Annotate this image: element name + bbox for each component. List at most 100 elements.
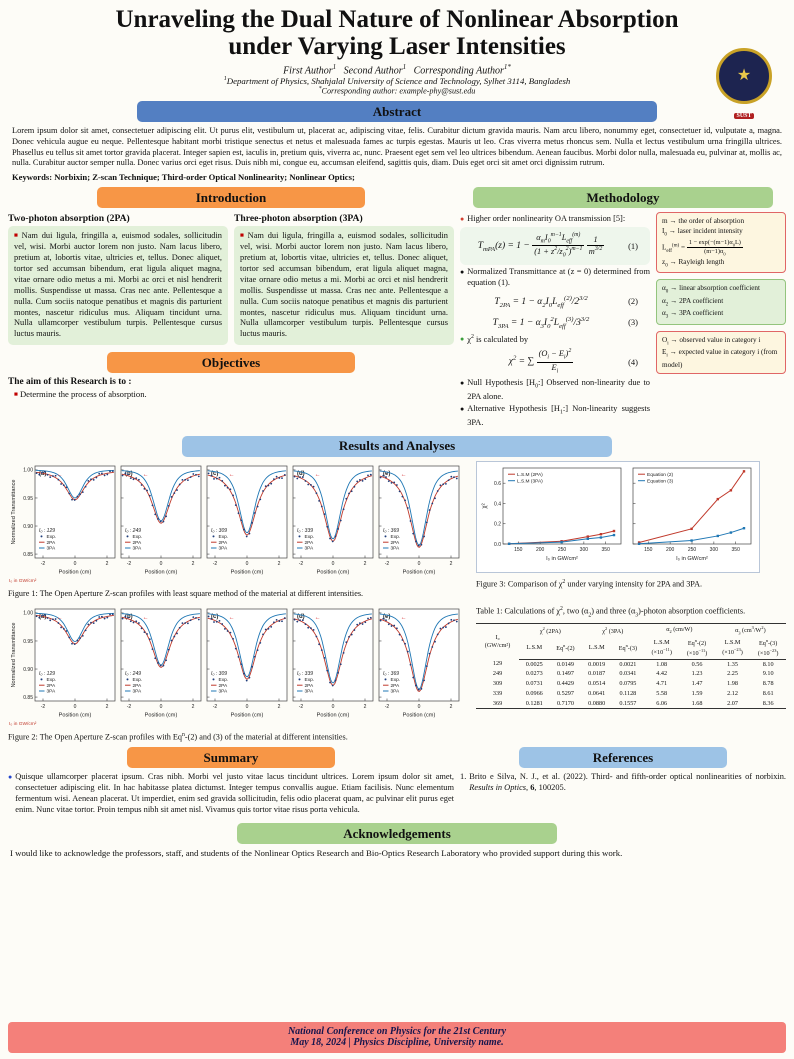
svg-text:←: ←	[57, 615, 63, 621]
svg-text:I₀ : 339: I₀ : 339	[297, 671, 313, 677]
svg-text:←: ←	[315, 615, 321, 621]
logo-seal: ★	[716, 48, 772, 104]
references-heading: References	[519, 747, 727, 769]
svg-text:Exp.: Exp.	[219, 534, 229, 540]
svg-text:2PA: 2PA	[133, 682, 143, 688]
svg-text:I₀ : 369: I₀ : 369	[383, 671, 399, 677]
svg-text:250: 250	[558, 547, 567, 553]
table1-block: Table 1: Calculations of χ2, two (α2) an…	[476, 604, 786, 743]
svg-text:I₀ : 129: I₀ : 129	[39, 528, 55, 534]
two-photon-column: Two-photon absorption (2PA) ■ Nam dui lig…	[8, 212, 228, 346]
svg-text:3PA: 3PA	[391, 545, 401, 551]
svg-text:0: 0	[418, 561, 421, 567]
svg-text:-2: -2	[299, 704, 304, 710]
three-photon-text-box: ■ Nam dui ligula, fringilla a, euismod so…	[234, 226, 454, 346]
figure1-caption: Figure 1: The Open Aperture Z-scan profi…	[8, 588, 364, 598]
svg-text:300: 300	[710, 547, 719, 553]
bullet-dot-icon: ●	[460, 267, 465, 276]
svg-text:0: 0	[160, 561, 163, 567]
svg-text:(e): (e)	[383, 471, 390, 477]
svg-text:0.90: 0.90	[23, 666, 33, 672]
svg-text:←: ←	[57, 472, 63, 478]
svg-text:300: 300	[580, 547, 589, 553]
two-photon-text-box: ■ Nam dui ligula, fringilla a, euismod so…	[8, 226, 228, 346]
introduction-columns: Two-photon absorption (2PA) ■ Nam dui lig…	[8, 212, 454, 346]
bullet-dot-icon: ●	[460, 215, 465, 224]
abstract-heading: Abstract	[137, 101, 657, 123]
svg-text:1.00: 1.00	[23, 610, 33, 616]
svg-text:1.00: 1.00	[23, 467, 33, 473]
abstract-section: Abstract Lorem ipsum dolor sit amet, con…	[8, 101, 786, 182]
affiliation-line: 1Department of Physics, Shahjalal Univer…	[223, 76, 571, 87]
objectives-heading: Objectives	[107, 352, 355, 374]
svg-text:Equation (3): Equation (3)	[647, 478, 674, 484]
objectives-item: ■ Determine the process of absorption.	[14, 389, 454, 399]
svg-text:0.6: 0.6	[494, 481, 501, 487]
svg-text:350: 350	[732, 547, 741, 553]
methodology-body: ● Higher order nonlinearity OA transmissi…	[460, 212, 786, 431]
bullet-dot-icon: ●	[460, 334, 465, 343]
svg-text:Position (cm): Position (cm)	[403, 712, 436, 718]
results-row-2: Normalized Transmittance I₀ in GW/cm² 1.00…	[8, 604, 786, 743]
svg-text:I₀ in GW/cm²: I₀ in GW/cm²	[546, 556, 578, 562]
figure3-block: χ² 0.0 0.2 0.4 0.6 150 200 250 300 350 I₀ in GW/cm…	[476, 460, 786, 599]
methodology-equations: ● Higher order nonlinearity OA transmissi…	[460, 212, 650, 431]
keywords-line: Keywords: Norbixin; Z-scan Technique; Th…	[12, 172, 355, 183]
table1-caption: Table 1: Calculations of χ2, two (α2) an…	[476, 605, 746, 619]
svg-text:Exp.: Exp.	[305, 534, 315, 540]
footer-line-1: National Conference on Physics for the 2…	[287, 1026, 507, 1037]
bullet-dot-icon: ●	[8, 773, 13, 782]
introduction-heading: Introduction	[97, 187, 365, 209]
method-bullet-4: ● Null Hypothesis [H0:] Observed non-line…	[460, 378, 650, 401]
svg-text:2PA: 2PA	[133, 539, 143, 545]
svg-text:150: 150	[644, 547, 653, 553]
svg-text:0: 0	[246, 704, 249, 710]
svg-text:Position (cm): Position (cm)	[231, 712, 264, 718]
acknowledgements-section: Acknowledgements I would like to acknowl…	[8, 823, 786, 859]
bullet-square-icon: ■	[14, 391, 18, 399]
methodology-sideboxes: m → the order of absorption I0 → laser i…	[656, 212, 786, 431]
svg-text:0.90: 0.90	[23, 523, 33, 529]
svg-text:3PA: 3PA	[47, 688, 57, 694]
svg-text:2PA: 2PA	[391, 539, 401, 545]
svg-text:Position (cm): Position (cm)	[231, 569, 264, 575]
svg-text:←: ←	[401, 472, 407, 478]
acknowledgements-heading: Acknowledgements	[237, 823, 557, 845]
reference-item: 1. Brito e Silva, N. J., et al. (2022). …	[460, 772, 786, 794]
svg-text:Exp.: Exp.	[391, 534, 401, 540]
results-row-1: Normalized Transmittance I₀ in GW/cm² 1.00…	[8, 460, 786, 599]
methodology-heading: Methodology	[473, 187, 773, 209]
svg-text:3PA: 3PA	[133, 688, 143, 694]
svg-text:Position (cm): Position (cm)	[145, 569, 178, 575]
methodology-column: Methodology ● Higher order nonlinearity O…	[460, 187, 786, 431]
svg-text:I₀ : 249: I₀ : 249	[125, 671, 141, 677]
svg-text:L.S.M (3PA): L.S.M (3PA)	[517, 478, 543, 484]
svg-text:3PA: 3PA	[305, 688, 315, 694]
svg-text:0.95: 0.95	[23, 495, 33, 501]
figure2-caption: Figure 2: The Open Aperture Z-scan profi…	[8, 731, 348, 742]
results-section: Results and Analyses Normalized Transmit…	[8, 435, 786, 743]
figure2-chart: Normalized Transmittance I₀ in GW/cm² 1.00…	[8, 604, 470, 731]
figure1-chart: Normalized Transmittance I₀ in GW/cm² 1.00…	[8, 461, 470, 588]
svg-text:2PA: 2PA	[305, 682, 315, 688]
three-photon-column: Three-photon absorption (3PA) ■ Nam dui l…	[234, 212, 454, 346]
svg-text:Exp.: Exp.	[391, 677, 401, 683]
svg-text:-2: -2	[41, 704, 46, 710]
svg-text:←: ←	[229, 472, 235, 478]
svg-text:Position (cm): Position (cm)	[403, 569, 436, 575]
svg-text:3PA: 3PA	[391, 688, 401, 694]
svg-text:2PA: 2PA	[47, 682, 57, 688]
svg-text:-2: -2	[213, 704, 218, 710]
svg-text:L.S.M (2PA): L.S.M (2PA)	[517, 472, 543, 478]
svg-text:Position (cm): Position (cm)	[317, 712, 350, 718]
svg-text:0.85: 0.85	[23, 695, 33, 701]
logo-star-icon: ★	[736, 67, 752, 84]
three-photon-title: Three-photon absorption (3PA)	[234, 213, 363, 225]
svg-text:Normalized Transmittance: Normalized Transmittance	[11, 479, 17, 544]
svg-text:Exp.: Exp.	[133, 534, 143, 540]
svg-text:(d): (d)	[297, 614, 305, 620]
two-photon-title: Two-photon absorption (2PA)	[8, 213, 130, 225]
equation-2: T2PA = 1 − α2I0Leff(2)/23/2 (2)	[494, 295, 638, 310]
svg-text:(c): (c)	[211, 471, 218, 477]
equation-4: χ2 = ∑ (Oi − Ei)2 Ei (4)	[508, 348, 638, 375]
